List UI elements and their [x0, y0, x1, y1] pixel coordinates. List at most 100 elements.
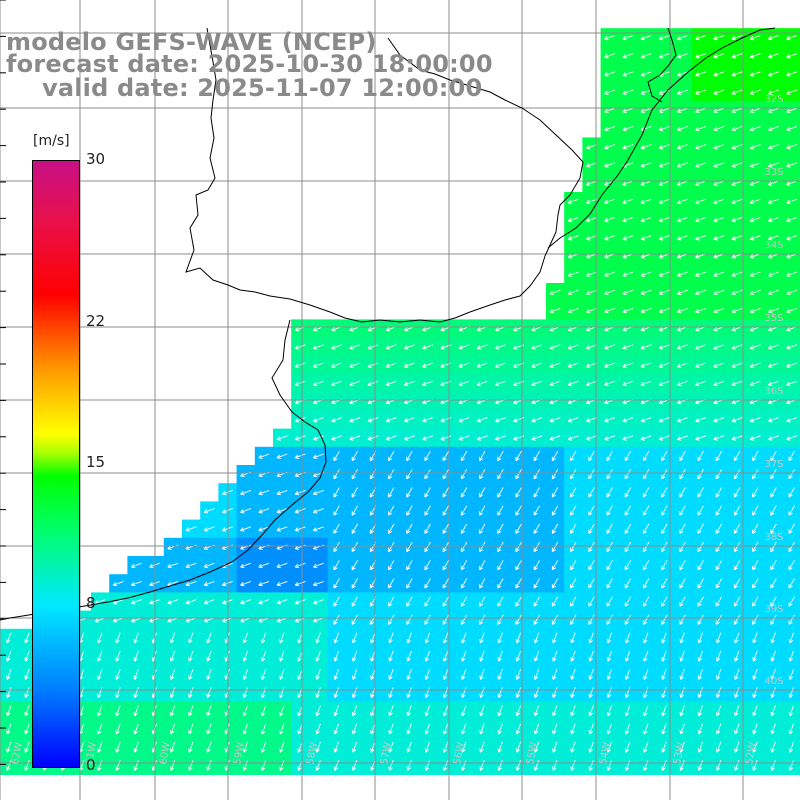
wind-arrow	[351, 741, 358, 753]
wind-arrow	[731, 198, 743, 205]
wind-arrow	[770, 487, 777, 498]
wind-arrow	[551, 541, 559, 553]
wind-arrow	[333, 668, 340, 680]
wind-arrow	[424, 705, 431, 717]
wind-arrow	[479, 469, 486, 480]
wind-arrow	[97, 759, 103, 771]
wind-arrow	[679, 523, 686, 534]
wind-arrow	[749, 307, 761, 314]
wind-arrow	[549, 289, 561, 296]
wind-arrow	[276, 508, 288, 514]
wind-arrow	[695, 162, 707, 168]
wind-arrow	[640, 307, 652, 314]
wind-arrow	[424, 759, 431, 771]
wind-arrow	[661, 759, 667, 771]
wind-arrow	[424, 723, 431, 735]
wind-arrow	[388, 614, 395, 625]
wind-arrow	[676, 344, 688, 350]
wind-arrow	[476, 417, 488, 423]
wind-arrow	[770, 469, 777, 480]
wind-arrow	[422, 344, 434, 350]
longitude-label: 53W	[672, 741, 687, 765]
wind-arrow	[406, 487, 413, 498]
wind-arrow	[424, 523, 431, 534]
wind-arrow	[370, 632, 376, 644]
wind-arrow	[460, 523, 468, 534]
wind-arrow	[315, 723, 321, 735]
wind-arrow	[767, 34, 779, 41]
wind-arrow	[749, 144, 761, 150]
wind-arrow	[713, 235, 725, 241]
wind-arrow	[606, 614, 613, 625]
wind-arrow	[351, 650, 358, 662]
wind-arrow	[679, 632, 685, 644]
wind-arrow	[715, 505, 723, 516]
wind-arrow	[606, 578, 613, 589]
wind-arrow	[294, 580, 306, 587]
wind-arrow	[679, 469, 686, 480]
wind-arrow	[713, 289, 725, 296]
wind-arrow	[588, 759, 594, 771]
wind-arrow	[642, 560, 650, 571]
wind-arrow	[788, 705, 795, 717]
wind-speed-cell	[382, 556, 401, 575]
wind-arrow	[115, 668, 121, 680]
wind-speed-cell	[473, 483, 492, 502]
wind-speed-cell	[455, 483, 474, 502]
wind-arrow	[588, 632, 594, 644]
wind-speed-cell	[473, 465, 492, 484]
wind-arrow	[515, 560, 522, 571]
wind-speed-cell	[436, 483, 456, 502]
wind-speed-cell	[327, 592, 347, 612]
wind-arrow	[658, 344, 670, 350]
wind-arrow	[458, 417, 470, 423]
wind-arrow	[385, 435, 397, 441]
wind-arrow	[770, 687, 776, 699]
wind-arrow	[767, 435, 779, 441]
wind-arrow	[679, 705, 685, 717]
wind-arrow	[770, 614, 777, 625]
wind-arrow	[24, 705, 30, 717]
wind-arrow	[424, 668, 431, 680]
wind-arrow	[622, 216, 634, 223]
wind-arrow	[731, 180, 743, 186]
wind-arrow	[494, 417, 506, 423]
wind-arrow	[203, 562, 215, 569]
wind-arrow	[697, 759, 704, 771]
wind-arrow	[351, 505, 358, 516]
wind-arrow	[570, 687, 576, 699]
wind-arrow	[585, 289, 597, 296]
wind-arrow	[279, 759, 285, 771]
wind-speed-cell	[364, 610, 383, 630]
wind-arrow	[169, 759, 176, 771]
wind-arrow	[461, 632, 467, 644]
wind-arrow	[734, 741, 740, 753]
wind-arrow	[552, 705, 558, 717]
wind-arrow	[515, 523, 522, 534]
wind-arrow	[697, 450, 704, 462]
wind-arrow	[552, 650, 558, 662]
wind-arrow	[697, 505, 704, 516]
wind-arrow	[658, 216, 670, 223]
wind-arrow	[422, 380, 434, 387]
wind-arrow	[333, 632, 340, 644]
wind-arrow	[349, 435, 361, 441]
wind-arrow	[260, 723, 267, 735]
wind-arrow	[713, 216, 725, 223]
wind-arrow	[695, 271, 707, 277]
wind-arrow	[697, 541, 704, 553]
wind-arrow	[679, 650, 685, 662]
wind-arrow	[643, 687, 649, 699]
wind-arrow	[624, 632, 631, 644]
wind-arrow	[731, 162, 743, 168]
wind-arrow	[515, 723, 522, 735]
wind-speed-cell	[546, 592, 565, 612]
wind-arrow	[497, 705, 503, 717]
wind-arrow	[661, 687, 667, 699]
wind-arrow	[697, 705, 704, 717]
wind-arrow	[642, 596, 650, 607]
wind-speed-cell	[400, 483, 420, 502]
wind-arrow	[497, 759, 503, 771]
wind-arrow	[713, 144, 725, 150]
wind-speed-cell	[564, 446, 583, 466]
